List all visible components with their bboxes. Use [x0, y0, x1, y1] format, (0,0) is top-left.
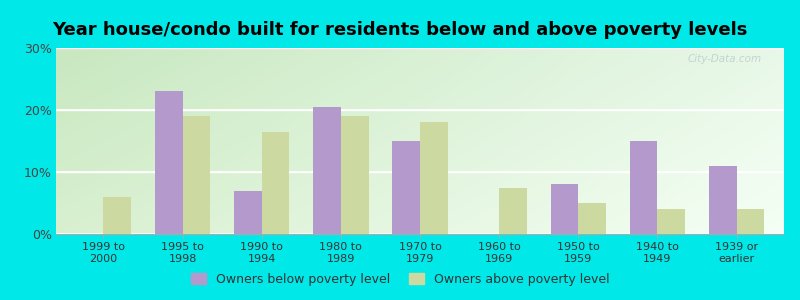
Bar — [234, 190, 262, 234]
Text: City-Data.com: City-Data.com — [688, 54, 762, 64]
Bar — [737, 209, 764, 234]
Bar — [392, 141, 420, 234]
Bar — [499, 188, 527, 234]
Bar — [155, 92, 182, 234]
Bar — [420, 122, 448, 234]
Bar — [341, 116, 369, 234]
Text: Year house/condo built for residents below and above poverty levels: Year house/condo built for residents bel… — [52, 21, 748, 39]
Legend: Owners below poverty level, Owners above poverty level: Owners below poverty level, Owners above… — [186, 268, 614, 291]
Bar — [578, 203, 606, 234]
Bar — [262, 132, 290, 234]
Bar — [550, 184, 578, 234]
Bar — [313, 107, 341, 234]
Bar — [658, 209, 685, 234]
Bar — [103, 197, 131, 234]
Bar — [630, 141, 658, 234]
Bar — [182, 116, 210, 234]
Bar — [709, 166, 737, 234]
